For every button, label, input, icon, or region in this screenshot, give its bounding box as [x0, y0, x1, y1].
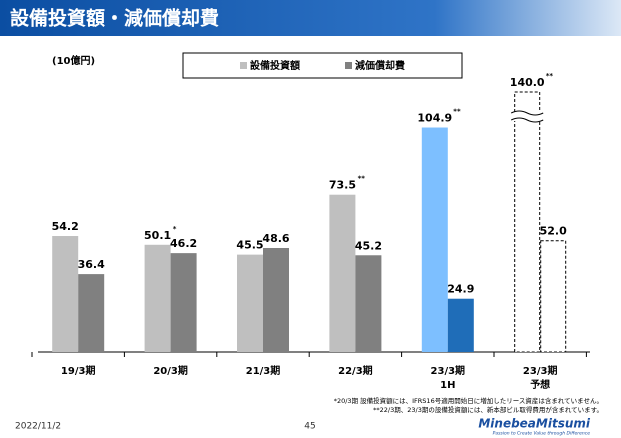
- axis-break-line: [510, 110, 544, 116]
- value-label: 45.2: [355, 239, 382, 252]
- x-tick-label: 21/3期: [246, 364, 281, 377]
- page-number: 45: [304, 422, 315, 432]
- bar: [144, 244, 171, 352]
- bar: [355, 255, 382, 352]
- unit-label: (10億円): [52, 54, 95, 67]
- footer-date: 2022/11/2: [15, 422, 61, 432]
- logo-tagline: Passion to Create Value through Differen…: [493, 431, 591, 437]
- footnote: **22/3期、23/3期の設備投資額には、新本部ビル取得費用が含まれています。: [373, 405, 603, 414]
- slide-title: 設備投資額・減価償却費: [10, 7, 219, 30]
- bar: [329, 194, 356, 352]
- bar: [263, 247, 289, 352]
- bar: [421, 127, 448, 352]
- x-tick-label: 23/3期: [431, 364, 466, 377]
- bar: [78, 274, 105, 352]
- value-label: 52.0: [540, 225, 567, 238]
- bar: [447, 298, 474, 352]
- value-label: 36.4: [78, 258, 105, 271]
- legend-label: 減価償却費: [355, 59, 405, 72]
- footnote: *20/3期 設備投資額には、IFRS16号適用開始日に増加したリース資産は含ま…: [334, 396, 603, 405]
- annotation-mark: *: [173, 225, 177, 233]
- x-tick-sublabel: 1H: [440, 380, 455, 391]
- x-tick-label: 20/3期: [153, 364, 188, 377]
- value-label: 24.9: [447, 283, 474, 296]
- legend-swatch: [240, 62, 247, 69]
- bar: [540, 240, 567, 353]
- annotation-mark: **: [546, 72, 554, 80]
- bar: [237, 254, 263, 352]
- value-label: 46.2: [170, 237, 197, 250]
- x-tick-label: 23/3期: [523, 364, 558, 377]
- axis-break-line: [510, 117, 544, 123]
- x-tick-label: 19/3期: [61, 364, 96, 377]
- value-label: 140.0: [510, 76, 545, 89]
- logo: MinebeaMitsumi: [478, 417, 591, 431]
- value-label: 54.2: [52, 220, 79, 233]
- annotation-mark: **: [358, 175, 366, 183]
- value-label: 45.5: [236, 239, 263, 252]
- value-label: 73.5: [329, 179, 356, 192]
- bar: [514, 91, 541, 353]
- header-bar: [0, 0, 621, 36]
- bar: [170, 253, 197, 352]
- axis-break: [511, 112, 544, 121]
- legend-box: [182, 52, 463, 79]
- value-label: 104.9: [417, 112, 452, 125]
- value-label: 50.1: [144, 229, 171, 242]
- legend-swatch: [345, 62, 352, 69]
- legend-label: 設備投資額: [250, 59, 300, 72]
- bar: [52, 236, 79, 352]
- value-label: 48.6: [262, 232, 289, 245]
- x-tick-label: 22/3期: [338, 364, 373, 377]
- x-tick-sublabel: 予想: [530, 378, 550, 391]
- annotation-mark: **: [453, 108, 461, 116]
